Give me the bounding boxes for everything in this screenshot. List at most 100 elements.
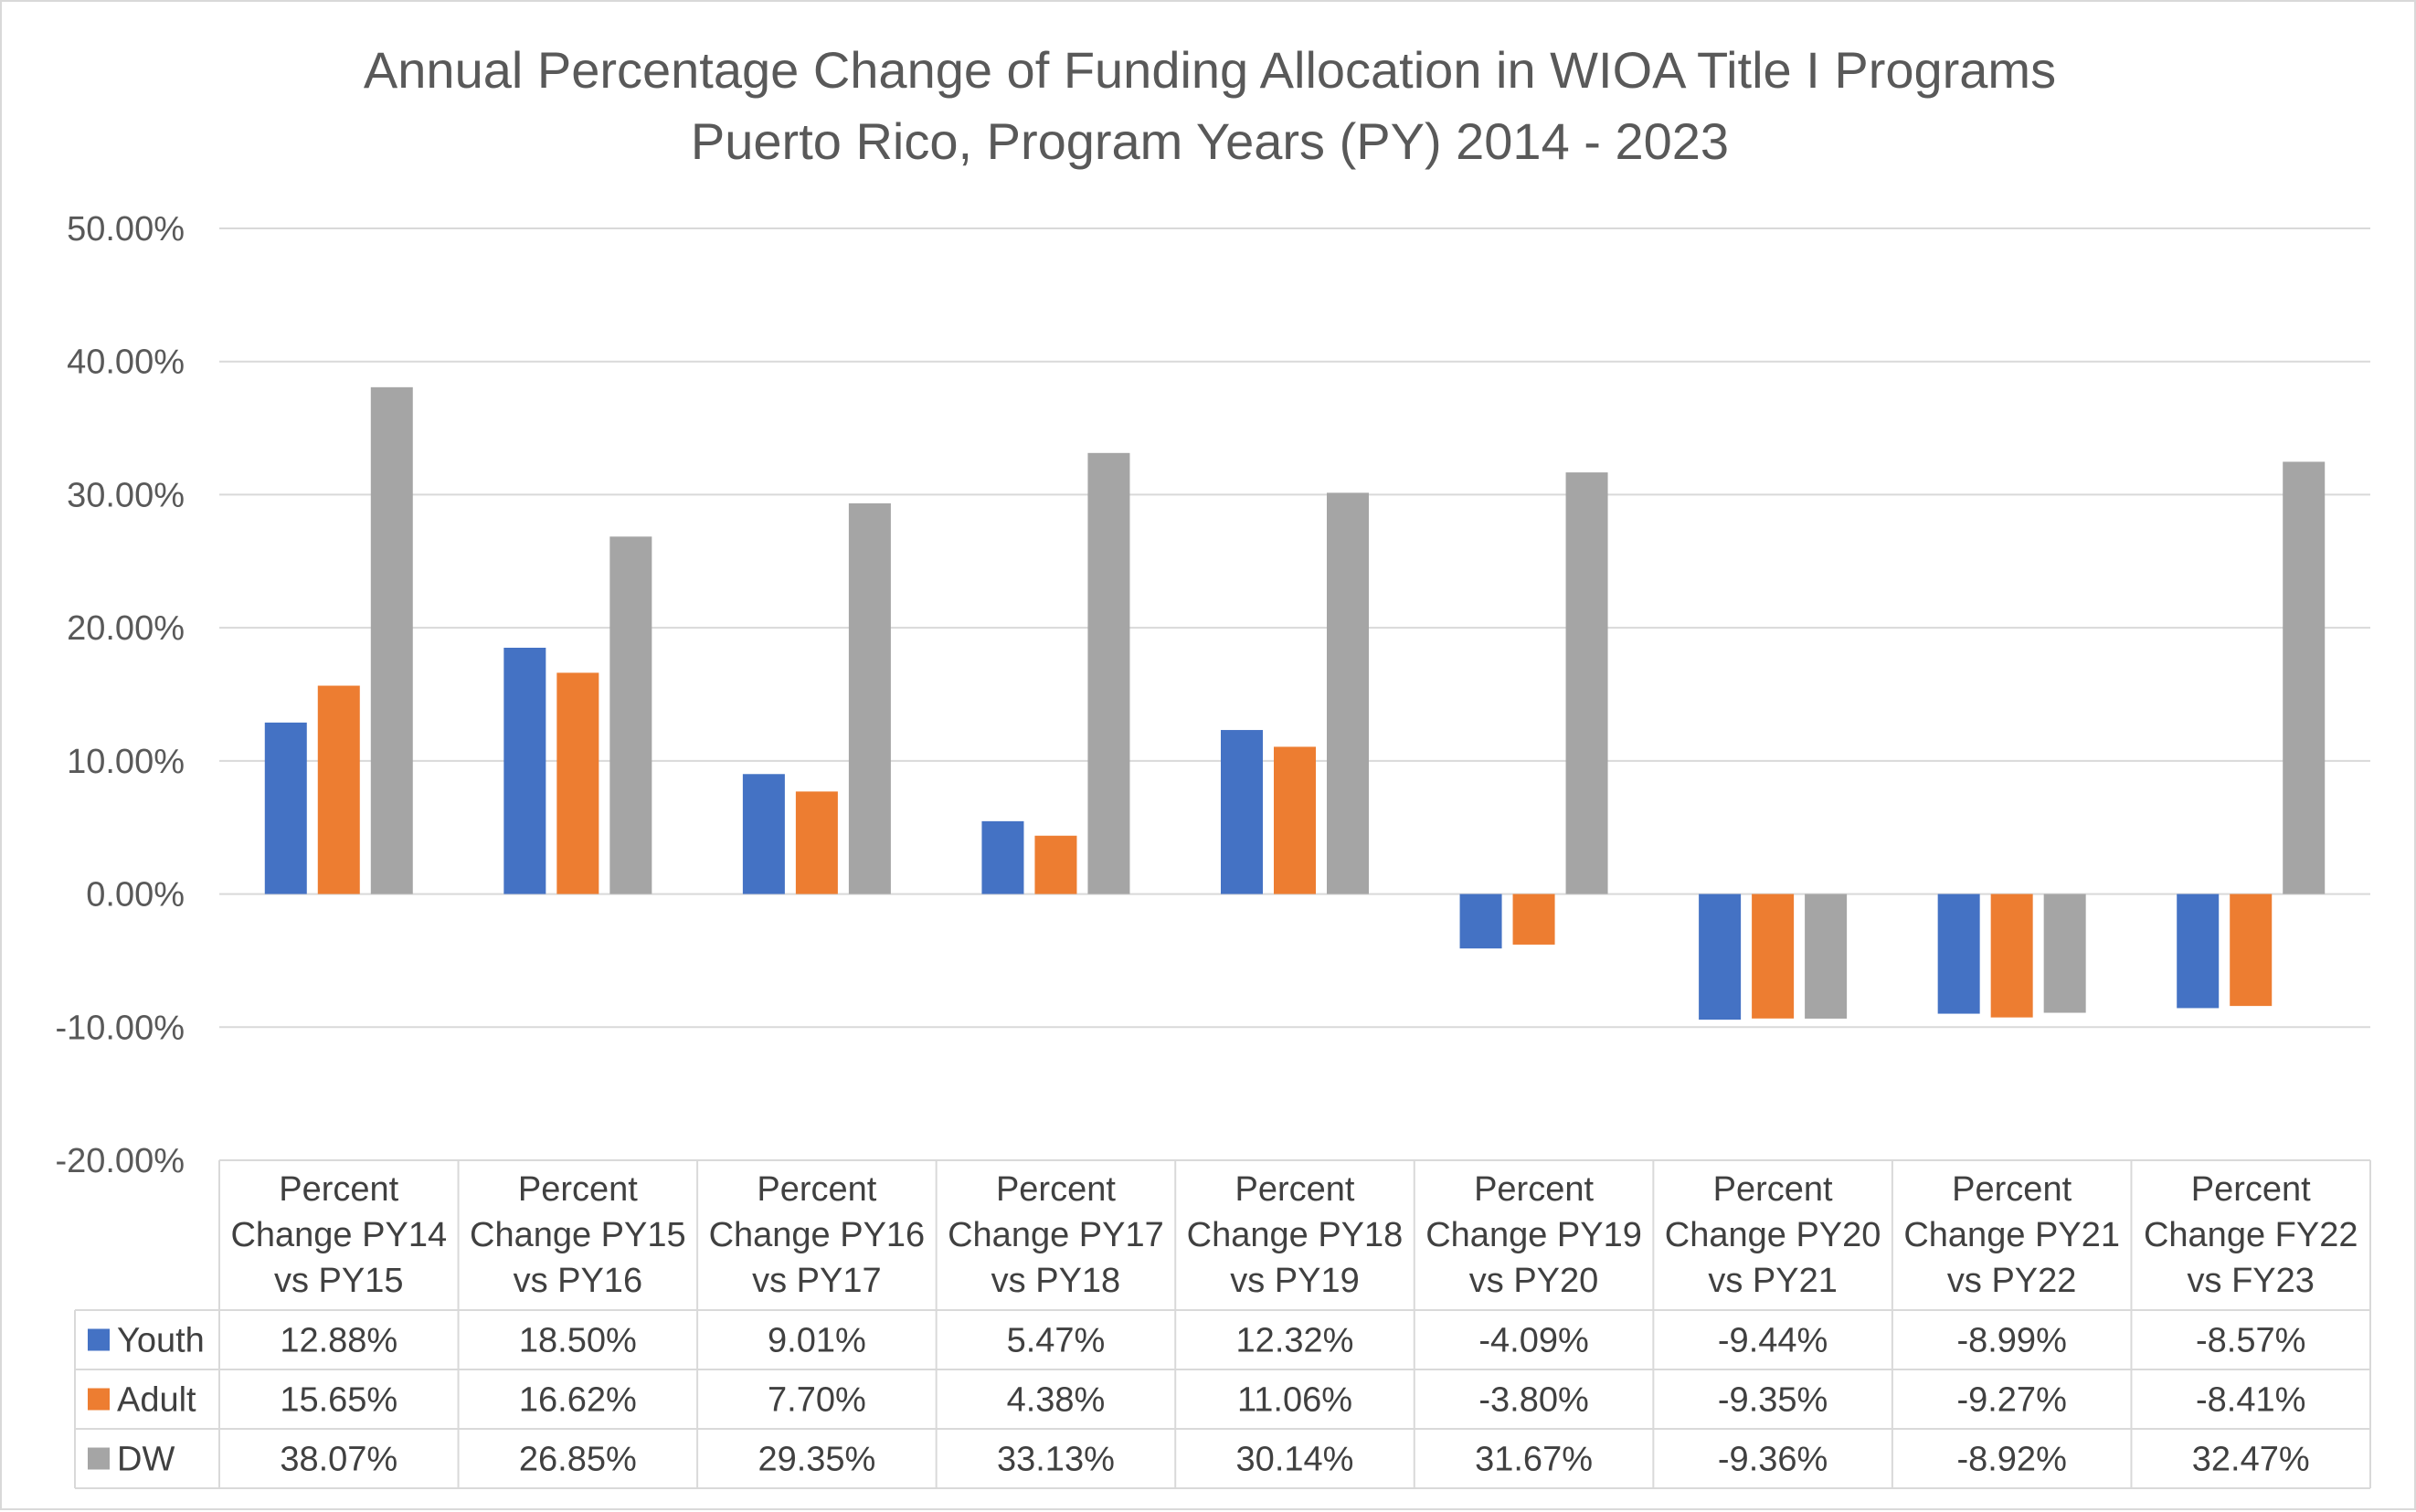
table-value-youth: -8.99% bbox=[1956, 1322, 2066, 1360]
table-value-adult: -9.27% bbox=[1956, 1381, 2066, 1420]
category-label-line: vs PY22 bbox=[1947, 1262, 2077, 1300]
category-label: Percent Change PY18 vs PY19 bbox=[1187, 1170, 1404, 1300]
bar-dw-3 bbox=[848, 502, 891, 894]
bar-dw-6 bbox=[1565, 472, 1608, 894]
table-value-adult: 15.65% bbox=[280, 1381, 397, 1420]
category-label-line: Change PY15 bbox=[470, 1216, 686, 1254]
y-tick-label: 20.00% bbox=[67, 609, 185, 648]
bar-youth-5 bbox=[1221, 730, 1263, 894]
bar-youth-7 bbox=[1699, 893, 1742, 1020]
table-value-youth: -4.09% bbox=[1478, 1322, 1588, 1360]
category-label-line: Percent bbox=[1235, 1170, 1355, 1209]
bar-adult-7 bbox=[1752, 893, 1795, 1019]
bar-youth-1 bbox=[264, 722, 307, 894]
category-label-line: vs FY23 bbox=[2188, 1262, 2315, 1300]
category-label: Percent Change PY15 vs PY16 bbox=[470, 1170, 686, 1300]
table-value-adult: -3.80% bbox=[1478, 1381, 1588, 1420]
y-tick-label: 50.00% bbox=[67, 210, 185, 248]
table-value-dw: 32.47% bbox=[2192, 1441, 2310, 1479]
bar-youth-6 bbox=[1459, 893, 1502, 949]
bar-adult-1 bbox=[317, 685, 360, 894]
category-label-line: Change PY21 bbox=[1903, 1216, 2120, 1254]
table-value-youth: 18.50% bbox=[519, 1322, 637, 1360]
category-label-line: Percent bbox=[1474, 1170, 1594, 1209]
category-label: Percent Change PY20 vs PY21 bbox=[1665, 1170, 1881, 1300]
table-value-adult: 7.70% bbox=[768, 1381, 866, 1420]
category-label-line: Percent bbox=[2191, 1170, 2311, 1209]
table-value-dw: 30.14% bbox=[1236, 1441, 1354, 1479]
y-axis-tick-labels: 50.00% 40.00% 30.00% 20.00% 10.00% 0.00% -10.0… bbox=[55, 210, 185, 1180]
category-label-line: Change PY17 bbox=[948, 1216, 1164, 1254]
category-label: Percent Change PY19 vs PY20 bbox=[1425, 1170, 1642, 1300]
chart-subtitle: Puerto Rico, Program Years (PY) 2014 - 2… bbox=[691, 112, 1729, 170]
y-tick-label: 0.00% bbox=[86, 876, 185, 915]
table-value-dw: 26.85% bbox=[519, 1441, 637, 1479]
bar-adult-6 bbox=[1512, 893, 1555, 945]
category-label-line: Change PY20 bbox=[1665, 1216, 1881, 1254]
y-tick-label: -10.00% bbox=[55, 1009, 185, 1047]
table-value-youth: -8.57% bbox=[2196, 1322, 2305, 1360]
table-value-adult: 11.06% bbox=[1237, 1381, 1352, 1420]
category-label-line: vs PY20 bbox=[1469, 1262, 1599, 1300]
table-value-dw: 33.13% bbox=[997, 1441, 1115, 1479]
table-value-dw: 38.07% bbox=[280, 1441, 397, 1479]
category-label-line: Change PY16 bbox=[709, 1216, 926, 1254]
table-value-dw: -9.36% bbox=[1718, 1441, 1828, 1479]
category-label-line: Percent bbox=[279, 1170, 398, 1209]
category-label: Percent Change PY16 vs PY17 bbox=[709, 1170, 926, 1300]
bar-youth-8 bbox=[1937, 893, 1980, 1014]
category-label-line: vs PY15 bbox=[274, 1262, 404, 1300]
bar-dw-7 bbox=[1805, 893, 1848, 1019]
legend-label-dw: DW bbox=[117, 1441, 175, 1479]
bar-adult-4 bbox=[1034, 835, 1077, 894]
category-label-line: Percent bbox=[757, 1170, 876, 1209]
legend-label-adult: Adult bbox=[117, 1381, 196, 1420]
category-label-line: Change PY18 bbox=[1187, 1216, 1404, 1254]
category-label: Percent Change PY21 vs PY22 bbox=[1903, 1170, 2120, 1300]
legend-key-dw bbox=[88, 1447, 110, 1470]
table-value-dw: 29.35% bbox=[758, 1441, 875, 1479]
bars bbox=[264, 386, 2326, 1020]
table-value-youth: 12.32% bbox=[1236, 1322, 1354, 1360]
table-value-dw: 31.67% bbox=[1475, 1441, 1593, 1479]
table-value-youth: 12.88% bbox=[280, 1322, 397, 1360]
table-value-adult: 16.62% bbox=[519, 1381, 637, 1420]
bar-dw-4 bbox=[1087, 452, 1130, 894]
bar-adult-8 bbox=[1990, 893, 2033, 1018]
bar-dw-1 bbox=[370, 386, 413, 894]
category-label: Percent Change PY17 vs PY18 bbox=[948, 1170, 1164, 1300]
table-value-adult: -9.35% bbox=[1718, 1381, 1828, 1420]
legend-key-adult bbox=[88, 1388, 110, 1411]
category-label-line: Percent bbox=[518, 1170, 638, 1209]
y-tick-label: 40.00% bbox=[67, 344, 185, 382]
category-label: Percent Change PY14 vs PY15 bbox=[230, 1170, 447, 1300]
bar-adult-5 bbox=[1274, 746, 1316, 894]
table-value-dw: -8.92% bbox=[1956, 1441, 2066, 1479]
y-tick-label: -20.00% bbox=[55, 1142, 185, 1180]
bar-youth-3 bbox=[742, 774, 785, 894]
category-label-line: vs PY16 bbox=[514, 1262, 643, 1300]
bar-youth-9 bbox=[2177, 893, 2220, 1009]
bar-adult-9 bbox=[2230, 893, 2273, 1007]
category-label-line: Change PY19 bbox=[1425, 1216, 1642, 1254]
y-tick-label: 30.00% bbox=[67, 476, 185, 514]
legend-key-youth bbox=[88, 1328, 110, 1351]
legend-label-youth: Youth bbox=[117, 1322, 205, 1360]
bar-dw-9 bbox=[2283, 461, 2326, 894]
bar-youth-2 bbox=[503, 648, 546, 894]
bar-dw-5 bbox=[1327, 492, 1369, 894]
category-label-line: Percent bbox=[996, 1170, 1116, 1209]
bar-adult-3 bbox=[795, 791, 838, 894]
category-label-line: Percent bbox=[1952, 1170, 2072, 1209]
bar-youth-4 bbox=[981, 820, 1024, 894]
category-label: Percent Change FY22 vs FY23 bbox=[2144, 1170, 2358, 1300]
table-value-youth: 9.01% bbox=[768, 1322, 866, 1360]
table-value-adult: 4.38% bbox=[1007, 1381, 1106, 1420]
category-label-line: Change FY22 bbox=[2144, 1216, 2358, 1254]
chart-title: Annual Percentage Change of Funding Allo… bbox=[364, 41, 2056, 99]
y-tick-label: 10.00% bbox=[67, 743, 185, 781]
data-table: Percent Change PY14 vs PY15 Percent Change P… bbox=[74, 1159, 2371, 1489]
table-value-youth: 5.47% bbox=[1007, 1322, 1106, 1360]
